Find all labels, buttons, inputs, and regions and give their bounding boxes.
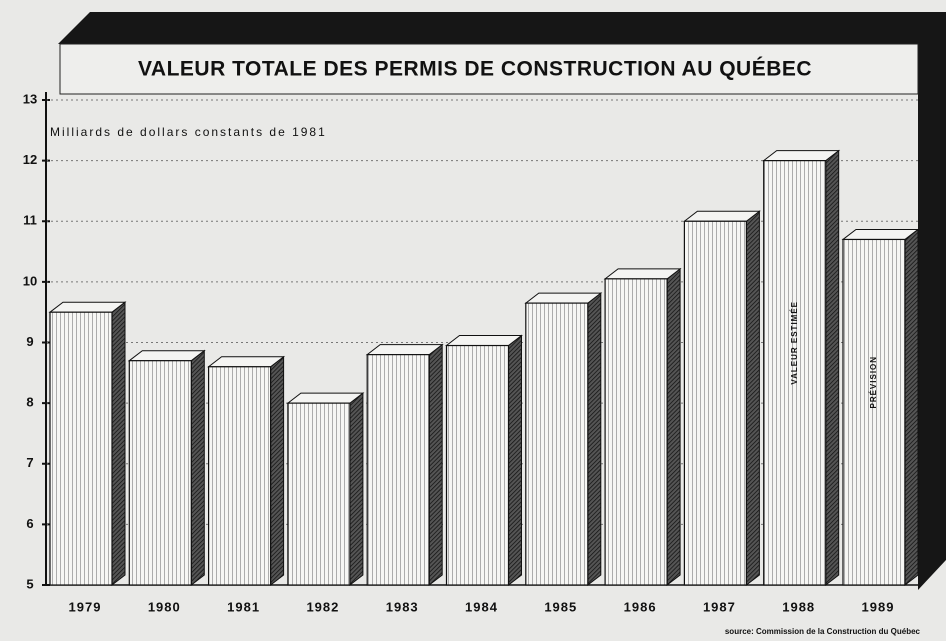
x-tick-label: 1989 (862, 599, 895, 614)
bar (366, 354, 430, 586)
bar-side (111, 301, 126, 587)
bar-top (762, 150, 841, 162)
y-tick-label: 8 (26, 395, 33, 410)
x-tick-label: 1987 (703, 599, 736, 614)
bar (525, 302, 589, 586)
bar-side (270, 355, 285, 587)
y-tick-label: 7 (26, 455, 33, 470)
bar (49, 311, 113, 586)
bar (683, 220, 748, 586)
title-box (59, 43, 919, 95)
y-tick-label: 5 (26, 576, 33, 591)
bar (604, 278, 668, 586)
bar (842, 238, 906, 586)
annotation: VALEUR ESTIMÉE (790, 301, 799, 385)
bar-side (587, 292, 602, 587)
bar (763, 160, 827, 586)
annotation: PRÉVISION (869, 356, 878, 409)
bar-side (745, 210, 760, 587)
bar (208, 366, 272, 586)
bar-side (349, 392, 364, 587)
bar-side (825, 149, 840, 587)
y-tick-label: 9 (26, 334, 33, 349)
x-tick-label: 1982 (306, 599, 339, 614)
bar-top (603, 268, 682, 280)
bar-side (666, 267, 681, 587)
x-tick-label: 1981 (227, 599, 260, 614)
x-tick-label: 1979 (69, 599, 102, 614)
y-tick-label: 6 (26, 516, 33, 531)
bar (445, 344, 510, 586)
x-tick-label: 1986 (624, 599, 657, 614)
y-tick-label: 11 (23, 213, 37, 228)
bar-top (365, 344, 444, 356)
bar-top (286, 392, 365, 404)
y-axis-label: Milliards de dollars constants de 1981 (50, 125, 327, 139)
chart-title: VALEUR TOTALE DES PERMIS DE CONSTRUCTION… (138, 58, 812, 81)
y-tick-label: 13 (23, 91, 37, 106)
y-tick-label: 12 (23, 152, 37, 167)
bar-top (48, 301, 127, 313)
x-tick-label: 1988 (782, 599, 815, 614)
x-tick-label: 1984 (465, 599, 498, 614)
x-tick-label: 1985 (544, 599, 577, 614)
bar-top (127, 350, 206, 362)
bar-side (190, 349, 205, 587)
bar-top (841, 228, 920, 240)
bar-top (682, 210, 761, 222)
bar (128, 360, 192, 586)
bar-side (428, 343, 443, 587)
bar-side (508, 334, 522, 587)
bar-side (904, 228, 919, 587)
bar (287, 402, 351, 586)
x-tick-label: 1983 (386, 599, 419, 614)
y-tick-label: 10 (23, 273, 37, 288)
bar-top (207, 356, 286, 368)
x-tick-label: 1980 (148, 599, 181, 614)
bar-top (445, 335, 523, 347)
source: source: Commission de la Construction du… (725, 627, 921, 636)
bar-top (524, 292, 603, 304)
